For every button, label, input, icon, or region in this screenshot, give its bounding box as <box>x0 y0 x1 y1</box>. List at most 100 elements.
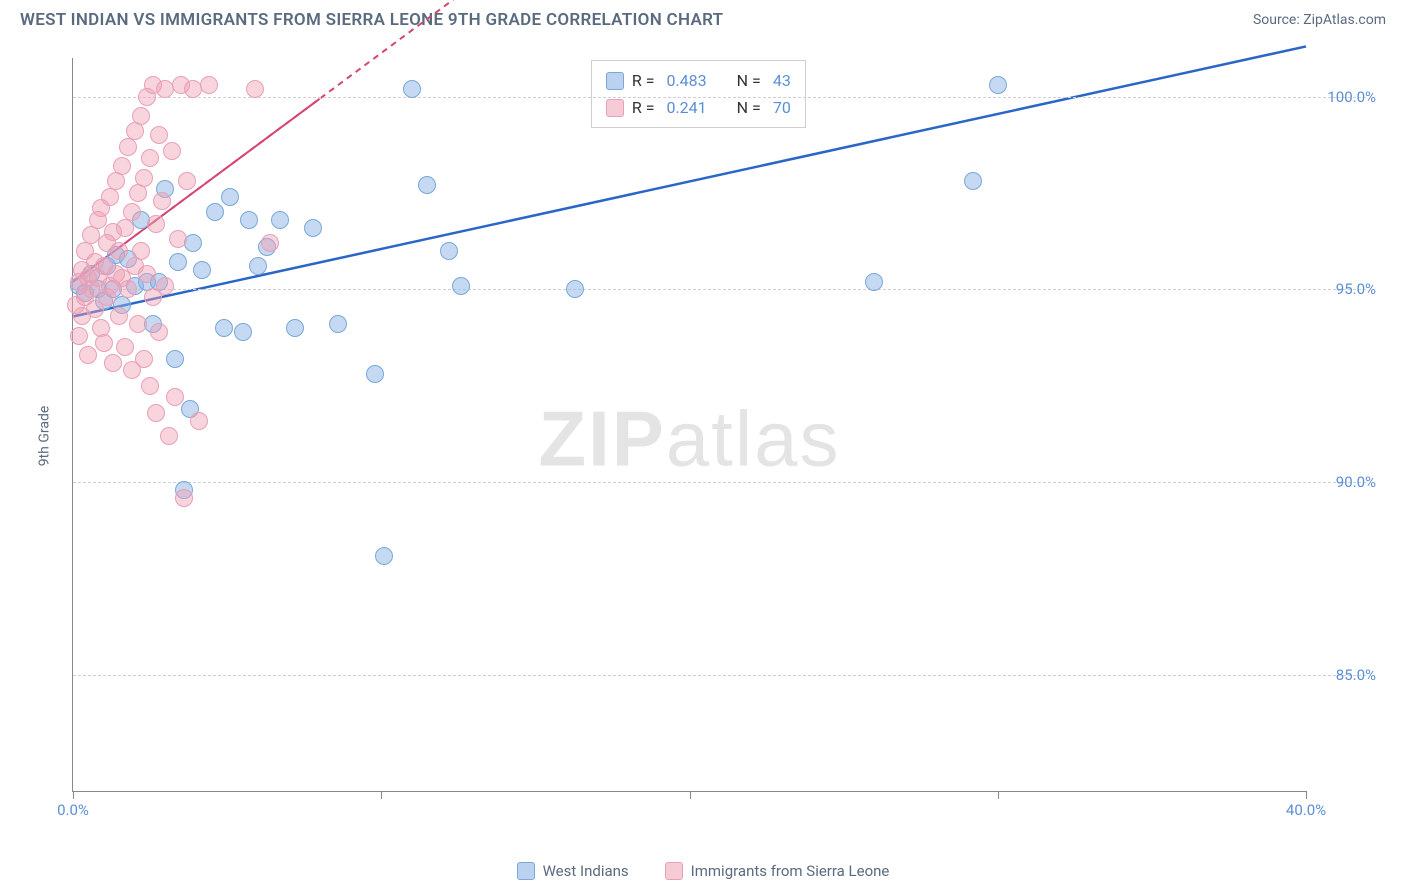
chart-source: Source: ZipAtlas.com <box>1253 12 1386 28</box>
legend-swatch-pink <box>665 862 683 880</box>
scatter-point-blue <box>452 277 470 295</box>
chart-header: WEST INDIAN VS IMMIGRANTS FROM SIERRA LE… <box>0 0 1406 30</box>
y-tick-label: 100.0% <box>1327 88 1376 106</box>
scatter-point-blue <box>286 319 304 337</box>
scatter-point-pink <box>141 149 159 167</box>
scatter-point-blue <box>240 211 258 229</box>
gridline <box>73 675 1366 676</box>
scatter-point-blue <box>166 350 184 368</box>
x-tick-label: 40.0% <box>1286 801 1326 819</box>
legend-item-pink: Immigrants from Sierra Leone <box>665 862 890 880</box>
scatter-point-blue <box>193 261 211 279</box>
scatter-point-pink <box>153 192 171 210</box>
bottom-legend: West Indians Immigrants from Sierra Leone <box>0 862 1406 880</box>
scatter-point-pink <box>169 230 187 248</box>
scatter-point-pink <box>70 327 88 345</box>
chart-title: WEST INDIAN VS IMMIGRANTS FROM SIERRA LE… <box>20 10 723 30</box>
trend-line-pink <box>73 0 505 282</box>
legend-label: Immigrants from Sierra Leone <box>691 862 890 880</box>
scatter-point-pink <box>141 377 159 395</box>
scatter-point-blue <box>169 253 187 271</box>
scatter-point-pink <box>95 334 113 352</box>
x-tick <box>381 791 382 799</box>
x-tick <box>998 791 999 799</box>
scatter-point-blue <box>221 188 239 206</box>
scatter-point-blue <box>206 203 224 221</box>
scatter-point-pink <box>132 242 150 260</box>
scatter-point-blue <box>418 176 436 194</box>
scatter-point-pink <box>166 388 184 406</box>
stat-r-label: R = <box>632 67 655 94</box>
scatter-point-pink <box>104 354 122 372</box>
scatter-point-blue <box>964 172 982 190</box>
scatter-point-pink <box>129 184 147 202</box>
legend-swatch-pink <box>606 99 624 117</box>
scatter-point-pink <box>190 412 208 430</box>
scatter-point-pink <box>110 307 128 325</box>
chart-wrap: 9th Grade ZIPatlas R =0.483N =43R =0.241… <box>20 40 1386 832</box>
x-tick-label: 0.0% <box>57 801 89 819</box>
scatter-point-pink <box>163 142 181 160</box>
scatter-point-pink <box>113 157 131 175</box>
x-tick <box>1306 791 1307 799</box>
gridline <box>73 289 1366 290</box>
scatter-point-pink <box>119 280 137 298</box>
scatter-point-pink <box>135 350 153 368</box>
stat-n-value: 43 <box>773 67 791 94</box>
scatter-point-blue <box>989 76 1007 94</box>
scatter-point-pink <box>261 234 279 252</box>
scatter-point-blue <box>566 280 584 298</box>
scatter-point-pink <box>132 107 150 125</box>
scatter-point-blue <box>215 319 233 337</box>
scatter-point-blue <box>329 315 347 333</box>
scatter-point-pink <box>126 122 144 140</box>
scatter-point-blue <box>271 211 289 229</box>
stat-r-value: 0.483 <box>666 67 706 94</box>
legend-swatch-blue <box>517 862 535 880</box>
scatter-point-pink <box>246 80 264 98</box>
y-tick-label: 90.0% <box>1336 473 1376 491</box>
scatter-point-pink <box>156 277 174 295</box>
stat-n-label: N = <box>737 67 761 94</box>
scatter-point-pink <box>110 242 128 260</box>
scatter-point-blue <box>375 547 393 565</box>
stat-n-value: 70 <box>773 94 791 121</box>
scatter-point-blue <box>249 257 267 275</box>
scatter-point-pink <box>129 315 147 333</box>
scatter-point-pink <box>147 404 165 422</box>
scatter-point-pink <box>123 203 141 221</box>
y-tick-label: 85.0% <box>1336 666 1376 684</box>
scatter-point-pink <box>150 323 168 341</box>
scatter-point-blue <box>366 365 384 383</box>
scatter-point-blue <box>403 80 421 98</box>
scatter-point-pink <box>160 427 178 445</box>
gridline <box>73 97 1366 98</box>
scatter-point-pink <box>175 489 193 507</box>
scatter-point-pink <box>200 76 218 94</box>
scatter-point-blue <box>184 234 202 252</box>
y-axis-label: 9th Grade <box>36 406 52 467</box>
scatter-point-blue <box>234 323 252 341</box>
scatter-point-pink <box>119 138 137 156</box>
stat-n-label: N = <box>737 94 761 121</box>
legend-item-blue: West Indians <box>517 862 629 880</box>
legend-label: West Indians <box>543 862 629 880</box>
scatter-point-pink <box>79 346 97 364</box>
trend-lines <box>73 58 1306 791</box>
gridline <box>73 482 1366 483</box>
scatter-point-blue <box>304 219 322 237</box>
stat-box: R =0.483N =43R =0.241N =70 <box>591 60 806 128</box>
scatter-point-pink <box>147 215 165 233</box>
x-tick <box>690 791 691 799</box>
scatter-point-blue <box>440 242 458 260</box>
scatter-point-pink <box>116 219 134 237</box>
stat-row: R =0.241N =70 <box>606 94 791 121</box>
scatter-point-blue <box>865 273 883 291</box>
scatter-point-pink <box>138 265 156 283</box>
y-tick-label: 95.0% <box>1336 280 1376 298</box>
stat-r-label: R = <box>632 94 655 121</box>
scatter-point-pink <box>178 172 196 190</box>
scatter-point-pink <box>107 172 125 190</box>
scatter-point-pink <box>135 169 153 187</box>
scatter-point-pink <box>116 338 134 356</box>
